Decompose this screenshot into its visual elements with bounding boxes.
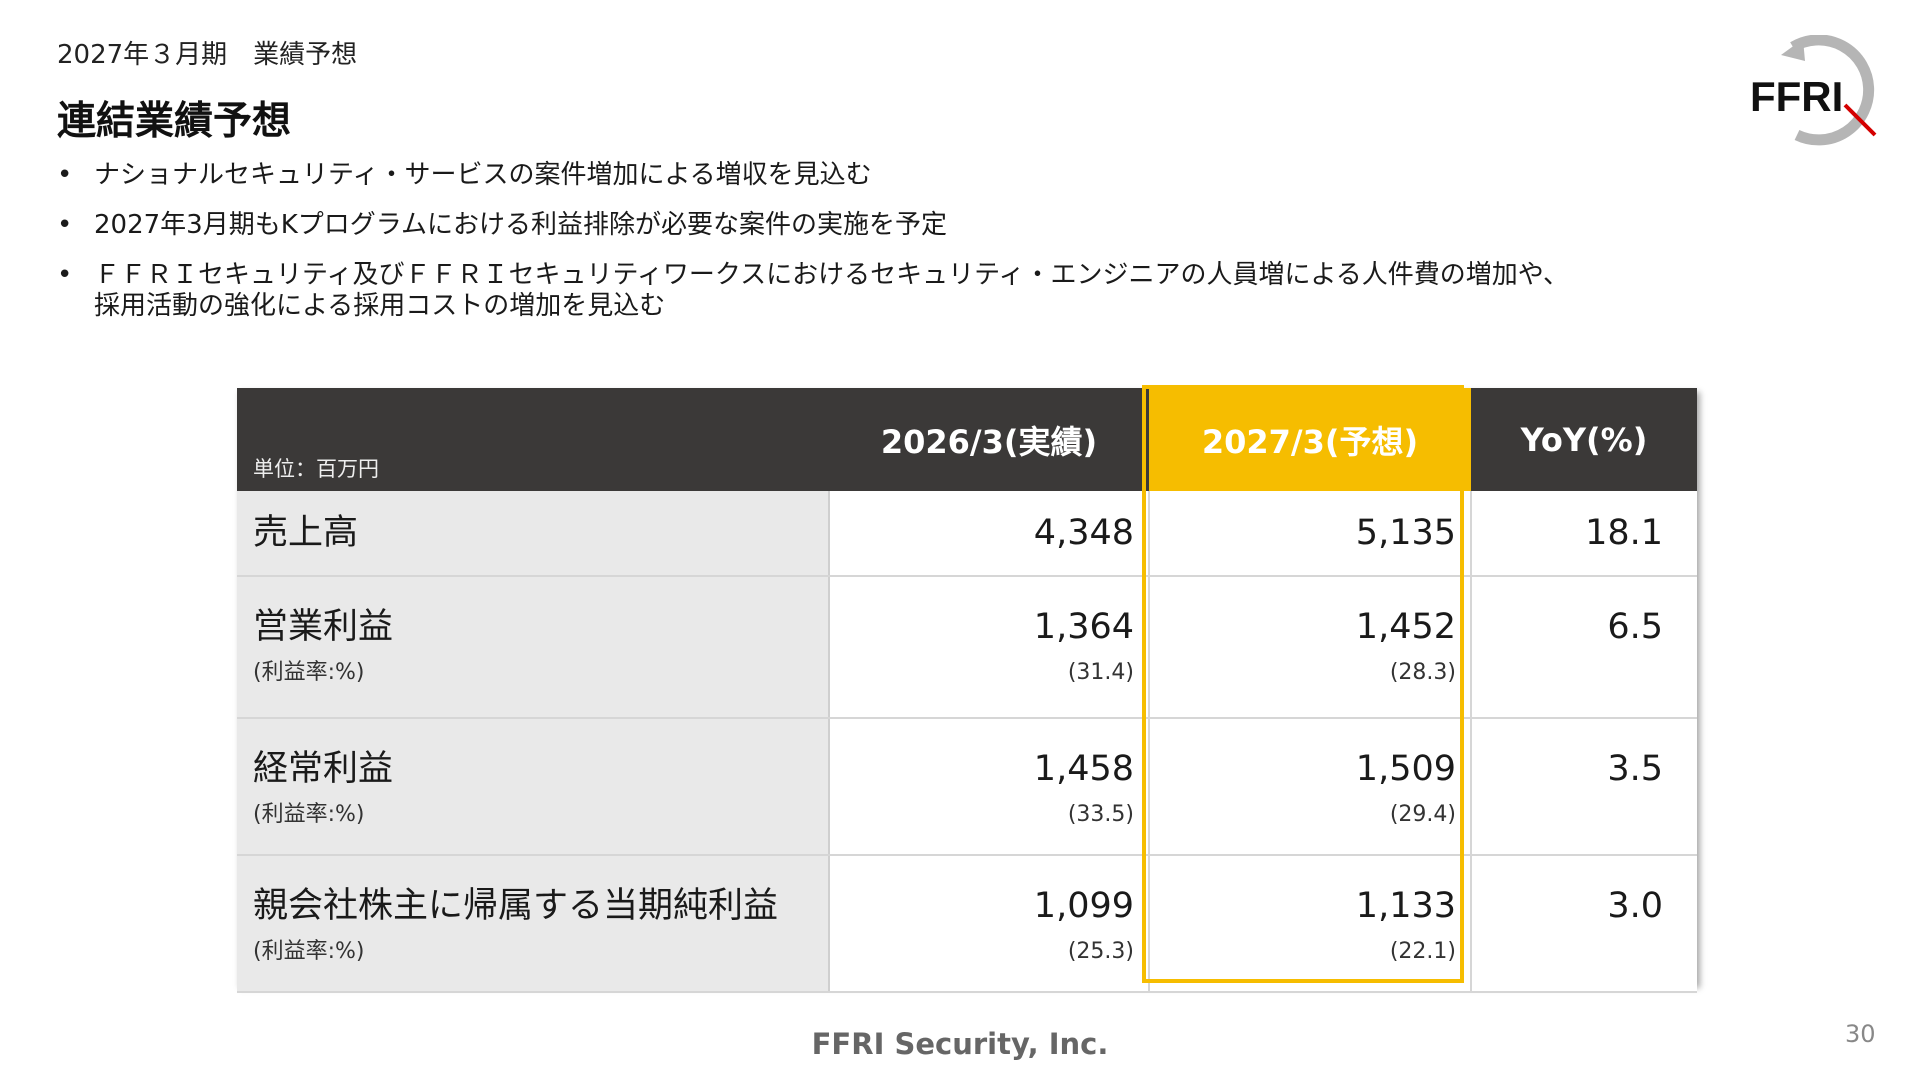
actual-value: 1,099 [1033, 886, 1134, 926]
slide-subtitle: 2027年３月期 業績予想 [57, 40, 358, 70]
row-label-cell: 営業利益 (利益率:%) [237, 576, 830, 719]
yoy-value: 3.5 [1607, 749, 1663, 789]
column-header-yoy: YoY(%) [1471, 388, 1697, 491]
table-row: 親会社株主に帰属する当期純利益 (利益率:%) 1,099 (25.3) 1,1… [237, 855, 1697, 993]
forecast-value: 1,452 [1355, 607, 1456, 647]
row-label: 売上高 [253, 513, 359, 553]
column-header-forecast: 2027/3(予想) [1149, 388, 1471, 491]
bullet-dot: • [57, 210, 73, 240]
actual-margin: (31.4) [1067, 660, 1134, 685]
row-sublabel: (利益率:%) [253, 660, 365, 685]
page-number: 30 [1845, 1020, 1876, 1048]
actual-margin: (33.5) [1067, 802, 1134, 827]
forecast-value: 1,509 [1355, 749, 1456, 789]
yoy-value: 18.1 [1585, 513, 1663, 553]
forecast-value: 1,133 [1355, 886, 1456, 926]
actual-cell: 1,364 (31.4) [829, 576, 1150, 719]
actual-cell: 1,099 (25.3) [829, 855, 1150, 993]
forecast-table-container: 単位：百万円 2026/3(実績) 2027/3(予想) YoY(%) 売上高 … [237, 385, 1697, 993]
yoy-cell: 6.5 [1471, 576, 1697, 719]
yoy-value: 3.0 [1607, 886, 1663, 926]
row-label-cell: 売上高 [237, 491, 830, 577]
unit-label: 単位：百万円 [237, 388, 829, 491]
bullet-dot: • [57, 160, 73, 190]
forecast-cell: 1,509 (29.4) [1149, 718, 1472, 856]
actual-value: 4,348 [1033, 513, 1134, 553]
bullet-text: ナショナルセキュリティ・サービスの案件増加による増収を見込む [94, 160, 872, 190]
row-sublabel: (利益率:%) [253, 939, 365, 964]
yoy-value: 6.5 [1607, 607, 1663, 647]
ffri-logo-icon: FFRI [1750, 34, 1877, 146]
yoy-cell: 3.0 [1471, 855, 1697, 993]
forecast-cell: 5,135 [1149, 491, 1472, 577]
forecast-value: 5,135 [1355, 513, 1456, 553]
bullet-item: • ＦＦＲＩセキュリティ及びＦＦＲＩセキュリティワークスにおけるセキュリティ・エ… [57, 260, 1857, 322]
bullet-list: • ナショナルセキュリティ・サービスの案件増加による増収を見込む • 2027年… [57, 160, 1857, 341]
row-label-cell: 親会社株主に帰属する当期純利益 (利益率:%) [237, 855, 830, 993]
actual-value: 1,364 [1033, 607, 1134, 647]
actual-margin: (25.3) [1067, 939, 1134, 964]
row-sublabel: (利益率:%) [253, 802, 365, 827]
table-row: 経常利益 (利益率:%) 1,458 (33.5) 1,509 (29.4) 3… [237, 718, 1697, 856]
table-row: 売上高 4,348 5,135 18.1 [237, 491, 1697, 577]
bullet-text-continued: 採用活動の強化による採用コストの増加を見込む [94, 291, 666, 321]
ffri-logo: FFRI [1745, 34, 1895, 150]
table-row: 営業利益 (利益率:%) 1,364 (31.4) 1,452 (28.3) 6… [237, 576, 1697, 719]
forecast-table: 単位：百万円 2026/3(実績) 2027/3(予想) YoY(%) 売上高 … [237, 388, 1697, 993]
table-header-row: 単位：百万円 2026/3(実績) 2027/3(予想) YoY(%) [237, 388, 1697, 491]
bullet-text: 2027年3月期もKプログラムにおける利益排除が必要な案件の実施を予定 [94, 210, 947, 240]
yoy-cell: 3.5 [1471, 718, 1697, 856]
forecast-cell: 1,133 (22.1) [1149, 855, 1472, 993]
slide-title: 連結業績予想 [57, 99, 292, 144]
actual-cell: 4,348 [829, 491, 1150, 577]
bullet-item: • ナショナルセキュリティ・サービスの案件増加による増収を見込む [57, 160, 1857, 191]
footer-company: FFRI Security, Inc. [811, 1027, 1109, 1061]
column-header-actual: 2026/3(実績) [829, 388, 1149, 491]
forecast-margin: (22.1) [1389, 939, 1456, 964]
row-label-cell: 経常利益 (利益率:%) [237, 718, 830, 856]
logo-text: FFRI [1750, 73, 1843, 120]
actual-value: 1,458 [1033, 749, 1134, 789]
yoy-cell: 18.1 [1471, 491, 1697, 577]
bullet-item: • 2027年3月期もKプログラムにおける利益排除が必要な案件の実施を予定 [57, 210, 1857, 241]
forecast-cell: 1,452 (28.3) [1149, 576, 1472, 719]
row-label: 営業利益 [253, 607, 394, 647]
row-label: 親会社株主に帰属する当期純利益 [253, 886, 779, 926]
forecast-margin: (29.4) [1389, 802, 1456, 827]
forecast-margin: (28.3) [1389, 660, 1456, 685]
actual-cell: 1,458 (33.5) [829, 718, 1150, 856]
row-label: 経常利益 [253, 749, 394, 789]
bullet-text: ＦＦＲＩセキュリティ及びＦＦＲＩセキュリティワークスにおけるセキュリティ・エンジ… [94, 260, 1569, 290]
bullet-dot: • [57, 260, 73, 290]
